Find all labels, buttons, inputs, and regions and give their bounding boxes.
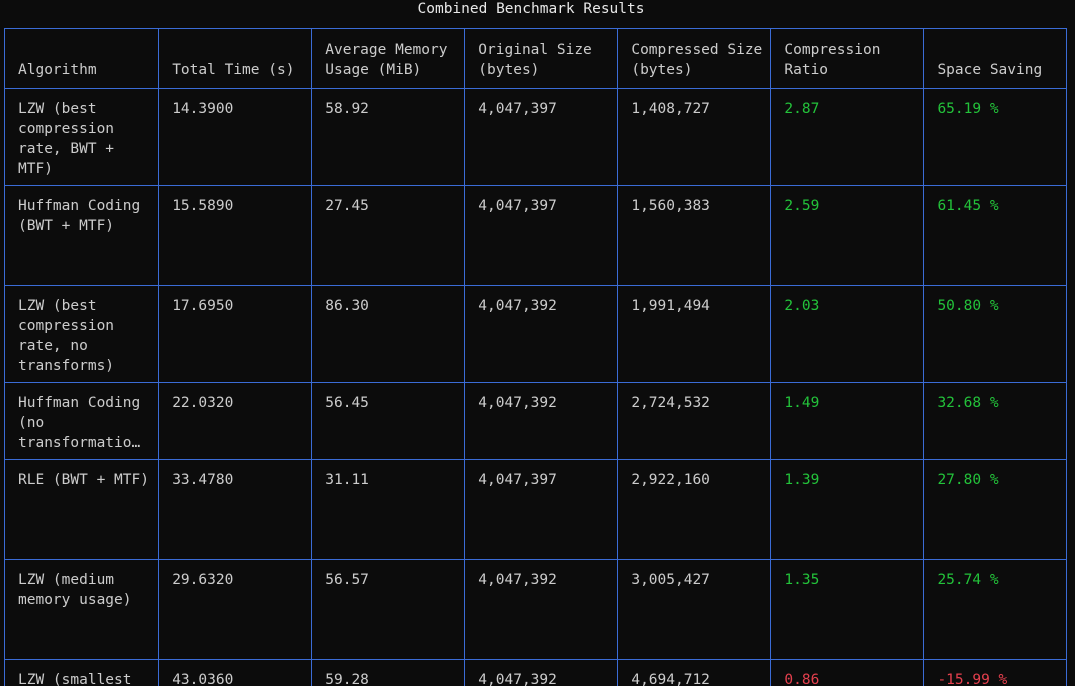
- cell-compression-ratio: 2.03: [770, 285, 925, 383]
- cell-original-size: 4,047,392: [464, 659, 619, 686]
- cell-space-saving: 65.19 %: [923, 88, 1067, 186]
- header-space-saving: Space Saving: [923, 28, 1067, 89]
- cell-compression-ratio: 2.59: [770, 185, 925, 286]
- cell-average-memory: 27.45: [311, 185, 466, 286]
- cell-original-size: 4,047,397: [464, 88, 619, 186]
- cell-algorithm: Huffman Coding (no transformatio…: [3, 382, 160, 460]
- header-algorithm: Algorithm: [3, 28, 160, 89]
- cell-compressed-size: 3,005,427: [617, 559, 772, 660]
- cell-compression-ratio: 1.35: [770, 559, 925, 660]
- cell-space-saving: 25.74 %: [923, 559, 1067, 660]
- header-average-memory: Average Memory Usage (MiB): [311, 28, 466, 89]
- cell-average-memory: 56.45: [311, 382, 466, 460]
- cell-average-memory: 31.11: [311, 459, 466, 560]
- table-title: Combined Benchmark Results: [417, 1, 645, 17]
- cell-compressed-size: 4,694,712: [617, 659, 772, 686]
- table-row: LZW (smallest memory usage) 43.0360 59.2…: [3, 659, 1067, 686]
- cell-average-memory: 56.57: [311, 559, 466, 660]
- cell-space-saving: 32.68 %: [923, 382, 1067, 460]
- cell-algorithm: LZW (best compression rate, BWT + MTF): [3, 88, 160, 186]
- table-row: LZW (best compression rate, no transform…: [3, 285, 1067, 383]
- cell-algorithm: LZW (medium memory usage): [3, 559, 160, 660]
- cell-compressed-size: 2,724,532: [617, 382, 772, 460]
- cell-average-memory: 59.28: [311, 659, 466, 686]
- cell-original-size: 4,047,392: [464, 382, 619, 460]
- cell-compressed-size: 1,560,383: [617, 185, 772, 286]
- cell-compressed-size: 1,991,494: [617, 285, 772, 383]
- cell-compression-ratio: 2.87: [770, 88, 925, 186]
- cell-total-time: 15.5890: [158, 185, 313, 286]
- table-row: LZW (medium memory usage) 29.6320 56.57 …: [3, 559, 1067, 660]
- cell-algorithm: Huffman Coding (BWT + MTF): [3, 185, 160, 286]
- cell-space-saving: 50.80 %: [923, 285, 1067, 383]
- table-row: Huffman Coding (BWT + MTF) 15.5890 27.45…: [3, 185, 1067, 286]
- cell-original-size: 4,047,397: [464, 459, 619, 560]
- cell-space-saving: -15.99 %: [923, 659, 1067, 686]
- cell-space-saving: 27.80 %: [923, 459, 1067, 560]
- cell-total-time: 17.6950: [158, 285, 313, 383]
- cell-original-size: 4,047,392: [464, 285, 619, 383]
- cell-compression-ratio: 1.49: [770, 382, 925, 460]
- table-row: RLE (BWT + MTF) 33.4780 31.11 4,047,397 …: [3, 459, 1067, 560]
- cell-total-time: 43.0360: [158, 659, 313, 686]
- header-compression-ratio: Compression Ratio: [770, 28, 925, 89]
- cell-original-size: 4,047,392: [464, 559, 619, 660]
- cell-total-time: 14.3900: [158, 88, 313, 186]
- table-row: Huffman Coding (no transformatio… 22.032…: [3, 382, 1067, 460]
- header-compressed-size: Compressed Size (bytes): [617, 28, 772, 89]
- table-row: LZW (best compression rate, BWT + MTF) 1…: [3, 88, 1067, 186]
- cell-average-memory: 58.92: [311, 88, 466, 186]
- cell-compression-ratio: 0.86: [770, 659, 925, 686]
- cell-compressed-size: 2,922,160: [617, 459, 772, 560]
- cell-total-time: 22.0320: [158, 382, 313, 460]
- cell-total-time: 33.4780: [158, 459, 313, 560]
- cell-algorithm: LZW (smallest memory usage): [3, 659, 160, 686]
- cell-space-saving: 61.45 %: [923, 185, 1067, 286]
- cell-compression-ratio: 1.39: [770, 459, 925, 560]
- cell-total-time: 29.6320: [158, 559, 313, 660]
- cell-average-memory: 86.30: [311, 285, 466, 383]
- cell-original-size: 4,047,397: [464, 185, 619, 286]
- benchmark-table: Algorithm Total Time (s) Average Memory …: [3, 28, 1067, 686]
- table-header-row: Algorithm Total Time (s) Average Memory …: [3, 28, 1067, 89]
- header-original-size: Original Size (bytes): [464, 28, 619, 89]
- cell-algorithm: LZW (best compression rate, no transform…: [3, 285, 160, 383]
- cell-algorithm: RLE (BWT + MTF): [3, 459, 160, 560]
- header-total-time: Total Time (s): [158, 28, 313, 89]
- cell-compressed-size: 1,408,727: [617, 88, 772, 186]
